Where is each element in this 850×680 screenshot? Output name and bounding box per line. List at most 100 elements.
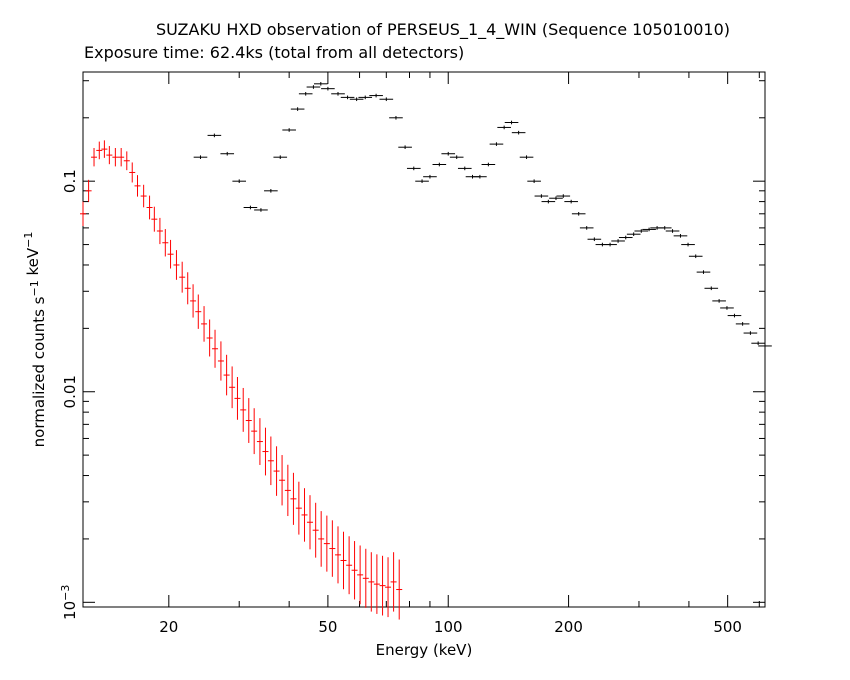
data-point	[688, 254, 703, 259]
data-point	[704, 286, 719, 291]
data-point	[240, 387, 247, 432]
data-point	[441, 151, 456, 156]
data-point	[306, 85, 321, 89]
data-point	[351, 541, 358, 600]
data-point	[696, 270, 711, 274]
data-point	[727, 313, 742, 318]
data-point	[665, 229, 680, 233]
data-point	[511, 130, 526, 135]
data-point	[331, 91, 345, 96]
data-point	[190, 284, 197, 318]
data-point	[657, 226, 672, 230]
data-point	[406, 166, 421, 171]
data-point	[626, 232, 641, 237]
data-point	[243, 205, 258, 210]
data-point	[140, 184, 147, 208]
data-point	[206, 319, 213, 357]
data-point	[106, 146, 113, 165]
y-tick-label: 0.01	[61, 375, 79, 408]
data-point	[758, 344, 772, 348]
data-point	[349, 97, 364, 102]
data-point	[346, 536, 353, 595]
data-point	[564, 199, 578, 204]
data-point	[385, 557, 392, 618]
data-point	[232, 179, 247, 183]
data-point	[290, 472, 297, 525]
data-point	[312, 502, 319, 558]
data-point	[298, 91, 313, 96]
x-tick-label: 500	[713, 618, 742, 636]
chart-subtitle: Exposure time: 62.4ks (total from all de…	[84, 43, 465, 62]
data-point	[358, 95, 373, 100]
data-point	[184, 272, 191, 305]
series-2	[193, 82, 772, 348]
x-axis-ticks: 20 50 100 200 500	[159, 72, 760, 636]
data-point	[318, 511, 325, 567]
data-point	[229, 366, 236, 409]
data-point	[642, 227, 656, 232]
data-point	[193, 155, 208, 159]
data-point	[379, 555, 386, 616]
data-point	[603, 242, 617, 247]
data-point	[201, 306, 208, 342]
data-point	[449, 155, 464, 159]
data-point	[579, 226, 594, 230]
data-point	[118, 147, 125, 167]
data-point	[273, 155, 288, 159]
data-point	[129, 162, 136, 183]
data-point	[284, 464, 291, 517]
data-point	[556, 194, 571, 198]
data-point	[220, 151, 235, 156]
data-point	[457, 166, 472, 171]
data-point	[720, 306, 734, 310]
data-point	[735, 322, 750, 326]
data-point	[489, 142, 504, 146]
data-point	[587, 237, 602, 242]
data-point	[389, 115, 403, 120]
series-1	[80, 140, 403, 620]
data-point	[497, 125, 511, 130]
data-point	[549, 196, 563, 201]
data-point	[534, 194, 549, 198]
y-tick-label: 10−3	[59, 585, 79, 620]
data-point	[432, 162, 447, 167]
data-point	[335, 526, 342, 584]
data-point	[306, 495, 313, 550]
data-point	[390, 552, 397, 612]
data-point	[323, 515, 330, 572]
y-axis-ticks: 0.1 0.01 10−3	[59, 80, 765, 620]
data-point	[264, 189, 278, 193]
data-point	[179, 261, 186, 293]
data-point	[212, 329, 219, 368]
data-point	[340, 531, 347, 590]
data-point	[207, 133, 222, 138]
y-axis-label: normalized counts s−1 keV−1	[22, 232, 48, 448]
data-point	[146, 195, 153, 220]
data-point	[398, 145, 412, 150]
data-point	[519, 155, 534, 159]
data-point	[301, 488, 308, 542]
data-point	[673, 234, 688, 238]
data-point	[223, 354, 230, 396]
x-axis-label: Energy (keV)	[376, 641, 473, 659]
chart-title: SUZAKU HXD observation of PERSEUS_1_4_WI…	[155, 20, 731, 39]
data-series	[80, 82, 772, 620]
data-point	[681, 242, 695, 247]
data-point	[267, 436, 274, 486]
data-point	[167, 239, 174, 269]
data-point	[423, 174, 437, 179]
data-point	[743, 331, 758, 335]
data-point	[96, 141, 103, 160]
data-point	[541, 199, 556, 204]
data-point	[279, 455, 286, 506]
data-point	[112, 147, 119, 167]
data-point	[156, 217, 163, 245]
data-point	[162, 229, 169, 257]
data-point	[357, 545, 364, 605]
data-point	[256, 418, 263, 465]
data-point	[262, 427, 269, 476]
data-point	[282, 128, 296, 132]
data-point	[611, 239, 625, 243]
data-point	[273, 446, 280, 496]
